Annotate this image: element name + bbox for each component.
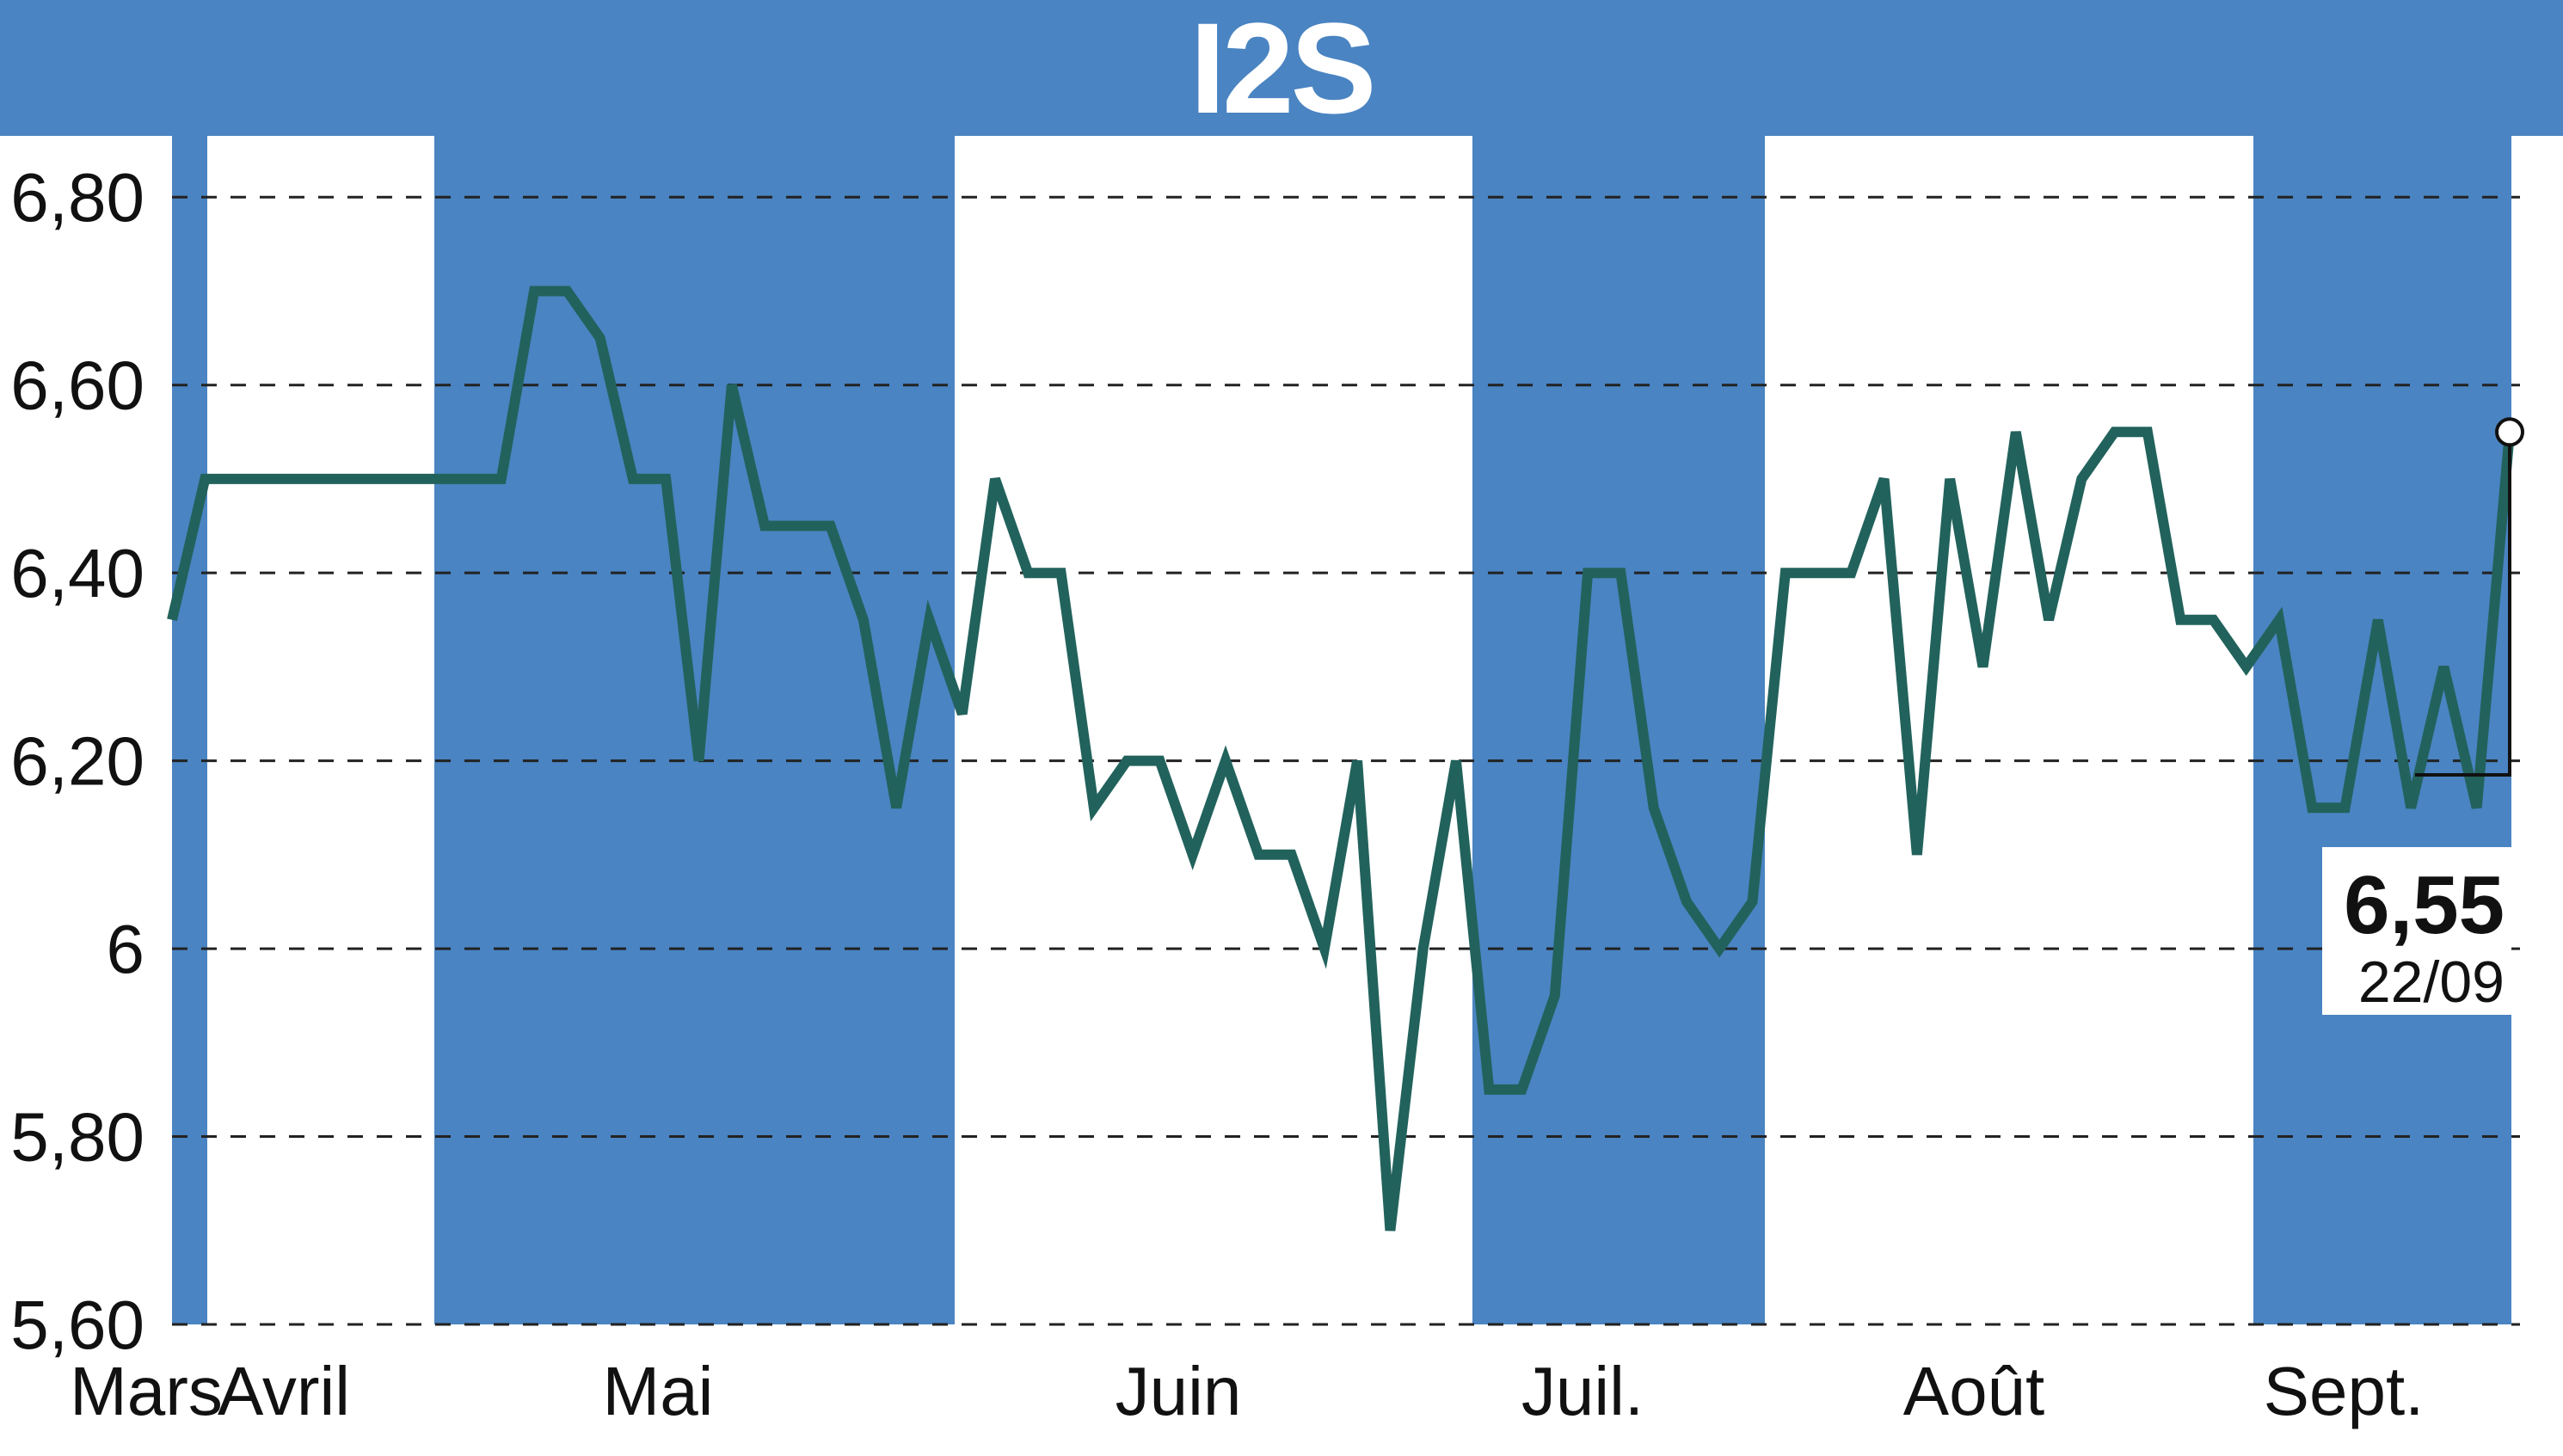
last-value-bracket (2415, 432, 2511, 777)
chart-title: I2S (1189, 0, 1376, 140)
x-tick-label-avril: Avril (218, 1353, 350, 1429)
shade-band-mars (172, 103, 207, 1324)
y-tick-label: 6,80 (10, 159, 144, 236)
month-shading (172, 103, 2511, 1324)
price-series (167, 286, 2515, 1232)
title-banner (0, 0, 2563, 136)
y-tick-label: 5,60 (10, 1287, 144, 1363)
grid-lines (172, 195, 2520, 1326)
last-value-background (2322, 847, 2511, 1015)
y-tick-label: 5,80 (10, 1099, 144, 1176)
x-tick-label-juil: Juil. (1521, 1353, 1644, 1429)
y-axis-ticks: 5,60 5,80 6 6,20 6,40 6,60 6,80 (10, 159, 144, 1363)
last-point-circle (2495, 417, 2524, 447)
x-tick-label-mars: Mars (70, 1353, 223, 1429)
x-tick-label-sept: Sept. (2264, 1353, 2425, 1429)
y-tick-label: 6,40 (10, 535, 144, 611)
last-value-marker (2415, 417, 2524, 777)
x-tick-label-mai: Mai (603, 1353, 714, 1429)
y-tick-label: 6 (107, 911, 145, 987)
y-tick-label: 6,20 (10, 723, 144, 800)
x-tick-label-aot: Août (1903, 1353, 2045, 1429)
x-tick-label-juin: Juin (1116, 1353, 1242, 1429)
last-value: 6,55 (2344, 859, 2505, 951)
y-tick-label: 6,60 (10, 347, 144, 424)
last-date: 22/09 (2358, 949, 2505, 1015)
price-line (167, 286, 2515, 1232)
last-value-callout: 6,55 22/09 (2322, 847, 2511, 1015)
shade-band-juil (1472, 103, 1765, 1324)
